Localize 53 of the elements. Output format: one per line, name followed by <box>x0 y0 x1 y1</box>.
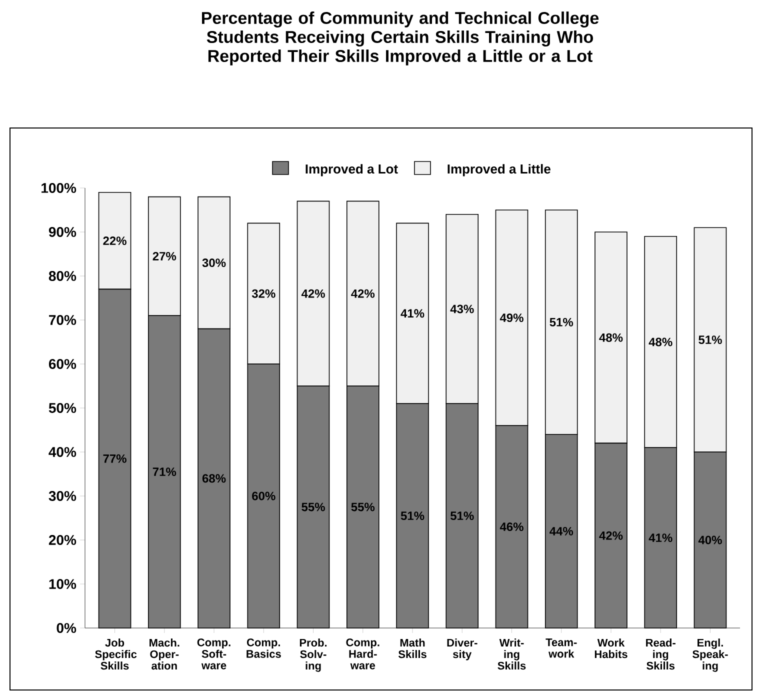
x-tick-label: Prob. Solv-ing <box>300 638 327 672</box>
data-label: 41% <box>400 309 424 318</box>
x-tick-label: Work Habits <box>594 638 628 658</box>
data-label: 43% <box>450 304 474 314</box>
data-label: 44% <box>550 526 574 536</box>
data-label: 22% <box>103 236 126 246</box>
x-tick-label: Comp. Basics <box>246 638 281 658</box>
data-label: 42% <box>599 531 623 540</box>
data-label: 55% <box>302 502 325 512</box>
data-label: 51% <box>698 336 722 344</box>
legend-label: Improved a Little <box>448 164 550 176</box>
data-label: 77% <box>103 454 126 463</box>
x-tick-label: Math Skills <box>398 638 426 658</box>
x-tick-label: Read-ing Skills <box>646 638 676 670</box>
data-label: 30% <box>202 258 226 268</box>
data-label: 49% <box>500 314 524 322</box>
data-label: 32% <box>252 289 276 298</box>
x-tick-label: Writ-ing Skills <box>498 638 526 670</box>
y-tick-label: 100% <box>42 183 76 193</box>
data-label: 42% <box>351 289 375 298</box>
y-tick-label: 80% <box>48 271 76 281</box>
y-tick-label: 30% <box>48 491 76 501</box>
data-label: 41% <box>648 534 672 542</box>
y-tick-label: 60% <box>48 359 76 369</box>
y-tick-label: 0% <box>56 623 76 633</box>
legend-label: Improved a Lot <box>306 164 398 176</box>
x-tick-label: Team-work <box>546 638 577 658</box>
data-label: 71% <box>152 468 176 476</box>
chart-title: Percentage of Community and Technical College Students Receiving Certain Skills Training Who Reported Their Skills Improved a Little or a Lot <box>202 12 599 66</box>
y-tick-label: 40% <box>48 447 76 457</box>
data-label: 48% <box>648 338 672 346</box>
x-tick-label: Job Specific Skills <box>95 638 137 670</box>
x-tick-label: Comp. Hard-ware <box>346 638 380 670</box>
x-tick-label: Engl. Speak-ing <box>692 638 728 672</box>
data-label: 46% <box>500 522 524 532</box>
y-tick-label: 10% <box>49 579 76 589</box>
y-tick-label: 50% <box>48 403 76 413</box>
y-tick-label: 70% <box>49 315 76 325</box>
x-tick-label: Diver-sity <box>447 638 478 660</box>
x-tick-label: Mach. Oper-ation <box>150 638 180 670</box>
x-tick-label: Comp. Soft-ware <box>197 638 230 670</box>
data-label: 42% <box>301 289 325 298</box>
data-label: 68% <box>202 474 226 483</box>
data-label: 48% <box>599 333 623 342</box>
data-label: 60% <box>252 492 276 500</box>
data-label: 27% <box>152 252 176 260</box>
y-tick-label: 20% <box>48 535 76 545</box>
y-tick-label: 90% <box>48 227 76 237</box>
data-label: 40% <box>698 536 722 544</box>
data-label: 51% <box>400 512 424 520</box>
data-label: 51% <box>550 318 574 326</box>
data-label: 51% <box>450 512 474 520</box>
data-label: 55% <box>351 502 375 512</box>
